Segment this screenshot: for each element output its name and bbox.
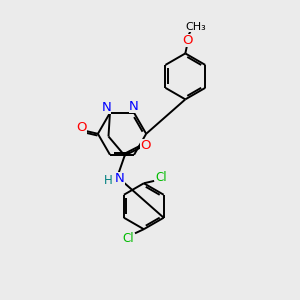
Text: N: N bbox=[129, 100, 139, 113]
Text: N: N bbox=[115, 172, 124, 185]
Text: N: N bbox=[101, 101, 111, 114]
Text: O: O bbox=[182, 34, 193, 47]
Text: CH₃: CH₃ bbox=[185, 22, 206, 32]
Text: Cl: Cl bbox=[155, 172, 167, 184]
Text: O: O bbox=[76, 122, 87, 134]
Text: H: H bbox=[104, 174, 113, 187]
Text: O: O bbox=[140, 140, 151, 152]
Text: Cl: Cl bbox=[122, 232, 134, 244]
